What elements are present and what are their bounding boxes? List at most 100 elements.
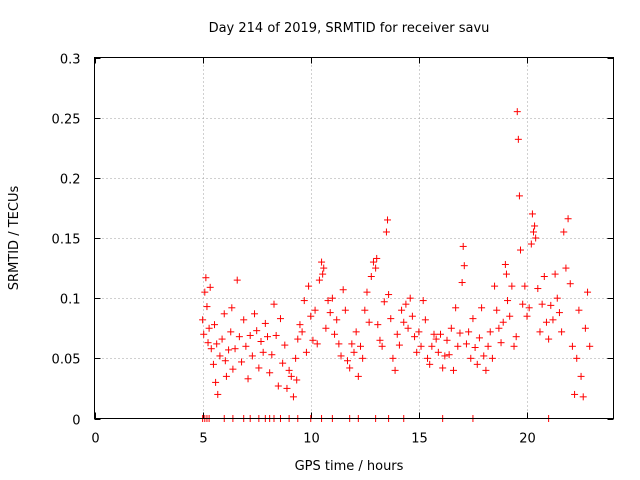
- data-point: [560, 228, 568, 236]
- data-point: [531, 222, 539, 230]
- data-point: [549, 316, 557, 324]
- data-point: [200, 330, 208, 338]
- data-point: [486, 328, 494, 336]
- data-point: [538, 300, 546, 308]
- data-point: [240, 316, 248, 324]
- data-point: [471, 344, 479, 352]
- data-point: [495, 324, 503, 332]
- data-point: [579, 393, 587, 401]
- data-point: [229, 365, 237, 373]
- data-point: [211, 321, 219, 329]
- data-point: [426, 360, 434, 368]
- data-point: [352, 328, 360, 336]
- data-point: [528, 210, 536, 218]
- y-tick-label: 0.05: [52, 353, 81, 368]
- data-point: [201, 288, 209, 296]
- data-point: [484, 342, 492, 350]
- data-point: [404, 324, 412, 332]
- data-point: [202, 274, 210, 282]
- data-point: [376, 336, 384, 344]
- data-point: [218, 335, 226, 343]
- data-point: [328, 294, 336, 302]
- data-point: [473, 360, 481, 368]
- data-point: [344, 357, 352, 365]
- data-point: [384, 216, 392, 224]
- data-point: [562, 264, 570, 272]
- data-point: [406, 294, 414, 302]
- data-point: [447, 324, 455, 332]
- data-point: [233, 276, 241, 284]
- data-point: [363, 288, 371, 296]
- data-point: [307, 312, 315, 320]
- data-point: [564, 215, 572, 223]
- data-point: [452, 304, 460, 312]
- data-point: [460, 262, 468, 270]
- data-point: [251, 310, 259, 318]
- data-point: [248, 352, 256, 360]
- data-point: [581, 324, 589, 332]
- data-point: [459, 242, 467, 250]
- data-point: [322, 324, 330, 332]
- data-point: [212, 378, 220, 386]
- data-point: [514, 135, 522, 143]
- data-point: [482, 366, 490, 374]
- data-point: [456, 329, 464, 337]
- data-point: [402, 300, 410, 308]
- y-tick-label: 0.15: [52, 233, 81, 248]
- data-point: [225, 346, 233, 354]
- y-axis-label: SRMTID / TECUs: [7, 186, 22, 291]
- data-point: [424, 354, 432, 362]
- data-point: [302, 348, 310, 356]
- data-point: [272, 331, 280, 339]
- data-point: [551, 270, 559, 278]
- x-tick-labels: 0 5 10 15 20: [91, 432, 535, 447]
- data-point: [443, 336, 451, 344]
- data-point: [553, 294, 561, 302]
- data-point: [475, 334, 483, 342]
- data-point: [445, 351, 453, 359]
- data-point: [207, 345, 215, 353]
- data-point: [586, 342, 594, 350]
- y-tick-label: 0.3: [60, 53, 81, 68]
- data-point: [462, 340, 470, 348]
- data-point: [279, 359, 287, 367]
- data-point: [244, 375, 252, 383]
- data-point: [430, 330, 438, 338]
- data-point: [547, 301, 555, 309]
- data-point: [411, 333, 419, 341]
- data-point: [577, 372, 585, 380]
- data-point: [228, 304, 236, 312]
- data-point: [204, 339, 212, 347]
- data-point: [389, 354, 397, 362]
- x-tick-label: 0: [91, 432, 99, 447]
- data-point: [283, 384, 291, 392]
- data-point: [512, 333, 520, 341]
- data-point: [259, 348, 267, 356]
- data-point: [292, 354, 300, 362]
- data-point: [270, 300, 278, 308]
- data-point: [506, 312, 514, 320]
- data-point: [285, 366, 293, 374]
- data-point: [515, 192, 523, 200]
- data-point: [558, 328, 566, 336]
- data-point: [221, 357, 229, 365]
- data-point: [584, 288, 592, 296]
- data-point: [454, 342, 462, 350]
- data-point: [367, 273, 375, 281]
- data-point: [497, 339, 505, 347]
- data-point: [566, 280, 574, 288]
- data-point: [305, 282, 313, 290]
- data-point: [319, 270, 327, 278]
- data-point: [517, 246, 525, 254]
- data-point: [469, 315, 477, 323]
- data-point: [449, 366, 457, 374]
- data-point: [315, 276, 323, 284]
- data-point: [372, 264, 380, 272]
- data-point: [346, 364, 354, 372]
- data-point: [439, 364, 447, 372]
- data-point: [521, 282, 529, 290]
- data-point: [333, 316, 341, 324]
- data-point: [331, 330, 339, 338]
- data-point: [213, 340, 221, 348]
